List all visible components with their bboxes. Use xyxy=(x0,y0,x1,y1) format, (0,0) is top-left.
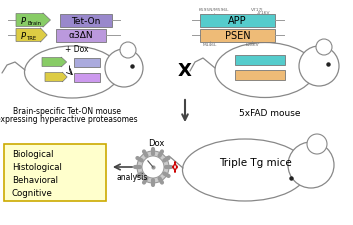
Text: APP: APP xyxy=(228,16,247,26)
FancyBboxPatch shape xyxy=(235,56,285,66)
Circle shape xyxy=(307,134,327,154)
Circle shape xyxy=(120,43,136,59)
Text: expressing hyperactive proteasomes: expressing hyperactive proteasomes xyxy=(0,115,138,124)
Text: L286V: L286V xyxy=(245,43,259,47)
FancyArrow shape xyxy=(45,73,67,83)
FancyArrow shape xyxy=(16,29,47,43)
Circle shape xyxy=(288,142,334,188)
Text: Brain-specific Tet-ON mouse: Brain-specific Tet-ON mouse xyxy=(13,106,121,115)
Circle shape xyxy=(142,156,164,178)
Circle shape xyxy=(316,40,332,56)
FancyBboxPatch shape xyxy=(4,144,106,201)
FancyBboxPatch shape xyxy=(200,29,275,42)
Ellipse shape xyxy=(24,47,120,99)
Text: Tet-On: Tet-On xyxy=(71,16,101,25)
Circle shape xyxy=(105,50,143,88)
FancyBboxPatch shape xyxy=(200,14,275,27)
FancyBboxPatch shape xyxy=(235,71,285,81)
Text: I716V: I716V xyxy=(258,11,270,16)
Text: PSEN: PSEN xyxy=(225,31,250,41)
Text: Dox: Dox xyxy=(148,138,164,147)
Text: M146L: M146L xyxy=(203,43,217,47)
Text: α3ΔN: α3ΔN xyxy=(69,31,93,40)
Text: Triple Tg mice: Triple Tg mice xyxy=(219,157,291,167)
Text: $P$: $P$ xyxy=(20,30,27,41)
Circle shape xyxy=(299,47,339,87)
FancyArrow shape xyxy=(16,14,50,28)
Text: analysis: analysis xyxy=(116,173,148,182)
Circle shape xyxy=(137,151,169,183)
Text: X: X xyxy=(178,62,192,80)
Ellipse shape xyxy=(215,43,315,98)
Text: K595N/M596L: K595N/M596L xyxy=(199,8,229,12)
Text: Brain: Brain xyxy=(27,21,41,26)
FancyBboxPatch shape xyxy=(56,29,106,42)
FancyBboxPatch shape xyxy=(60,14,112,27)
FancyBboxPatch shape xyxy=(74,58,100,67)
Text: + Dox: + Dox xyxy=(65,44,89,53)
Ellipse shape xyxy=(183,139,307,201)
Text: $P$: $P$ xyxy=(20,15,27,26)
FancyBboxPatch shape xyxy=(74,73,100,82)
FancyArrow shape xyxy=(42,58,67,68)
Text: Biological
Histological
Behavioral
Cognitive: Biological Histological Behavioral Cogni… xyxy=(12,149,62,197)
Text: 5xFAD mouse: 5xFAD mouse xyxy=(239,108,301,117)
Text: V717I: V717I xyxy=(251,8,263,12)
Text: TRE: TRE xyxy=(27,36,37,41)
